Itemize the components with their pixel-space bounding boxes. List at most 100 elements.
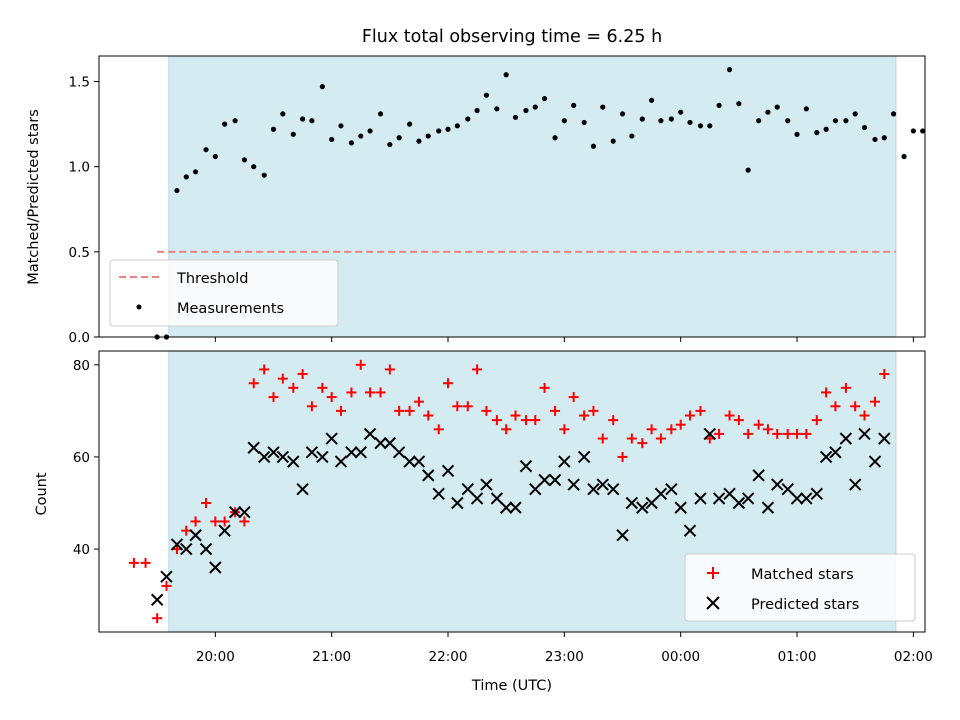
matched-star-point (375, 387, 386, 398)
matched-star-point (326, 392, 337, 403)
top-y-ticks: 0.0 0.5 1.0 1.5 (69, 75, 99, 346)
predicted-star-point (461, 482, 474, 496)
chart-title: Flux total observing time = 6.25 h (362, 27, 662, 47)
predicted-star-point (209, 561, 222, 574)
predicted-star-point (276, 450, 290, 464)
matched-star-point (335, 405, 346, 416)
predicted-star-point (781, 482, 794, 496)
predicted-star-point (819, 450, 833, 464)
measurement-point (270, 126, 277, 132)
measurement-point (707, 123, 713, 129)
measurement-point (920, 128, 926, 134)
top-x-ticks (214, 337, 914, 342)
predicted-star-point (694, 492, 707, 505)
measurement-point (581, 119, 587, 126)
bottom-y-ticks: 40 60 80 (73, 358, 99, 558)
matched-star-point (413, 396, 424, 407)
matched-star-point (559, 424, 570, 435)
predicted-star-point (790, 492, 804, 505)
measurement-point (803, 106, 809, 112)
predicted-star-point (412, 455, 426, 468)
matched-star-point (161, 580, 172, 591)
measurement-point (416, 138, 422, 144)
matched-star-point (268, 392, 279, 403)
matched-star-point (248, 378, 259, 389)
matched-star-point (724, 410, 735, 421)
predicted-star-point (316, 450, 329, 464)
predicted-star-point (839, 432, 853, 445)
matched-star-point (772, 428, 783, 439)
matched-star-point (317, 382, 328, 393)
measurement-point (222, 121, 228, 127)
matched-star-point (859, 410, 870, 421)
predicted-star-point (267, 446, 280, 459)
matched-star-point (481, 405, 492, 416)
top-y-axis-label: Matched/Predicted stars (26, 109, 42, 285)
predicted-legend-swatch (706, 596, 720, 610)
top-legend-box (109, 259, 339, 327)
measurement-point (474, 107, 480, 114)
predicted-star-point (354, 446, 367, 459)
measurement-point (387, 141, 393, 148)
measurement-point (852, 111, 858, 117)
predicted-star-point (645, 496, 658, 510)
predicted-star-point (374, 436, 387, 450)
predicted-star-point (848, 478, 862, 491)
top-panel: 0.0 0.5 1.0 1.5 Matched/Predicted stars Thr… (26, 55, 926, 346)
x-tick-label: 22:00 (429, 649, 468, 665)
x-tick-label: 20:00 (196, 649, 235, 665)
measurement-point (756, 118, 762, 124)
matched-star-point (219, 516, 230, 527)
measurement-point (309, 118, 315, 124)
bottom-legend-box (684, 553, 916, 622)
measurement-point (232, 118, 238, 124)
matched-star-point (637, 438, 648, 449)
matched-star-point (655, 433, 666, 444)
matched-star-point (617, 451, 628, 462)
predicted-star-point (422, 469, 435, 482)
predicted-star-point (567, 478, 580, 491)
measurement-point (552, 135, 558, 141)
predicted-star-point (654, 487, 668, 501)
predicted-star-point (199, 542, 213, 556)
matched-star-point (239, 516, 250, 527)
bottom-axes-frame (98, 350, 926, 633)
measurement-point (697, 123, 704, 129)
measurement-point (299, 116, 306, 122)
matched-star-point (695, 405, 706, 416)
measurement-point (532, 104, 538, 110)
predicted-star-point (228, 506, 242, 519)
measurement-point (765, 109, 771, 115)
measurements-legend-label: Measurements (177, 301, 284, 317)
predicted-star-point (829, 446, 842, 459)
measurement-point (523, 107, 529, 114)
matched-star-point (597, 433, 608, 444)
predicted-star-point (577, 450, 591, 464)
measurement-point (358, 133, 364, 139)
matched-star-point (520, 415, 531, 426)
predicted-star-point (257, 450, 271, 464)
matched-star-point (762, 424, 773, 435)
predicted-star-point (345, 446, 358, 459)
matched-star-point (530, 415, 541, 426)
matched-star-point (384, 364, 395, 375)
matched-star-point (733, 415, 744, 426)
measurements-legend-swatch (136, 304, 142, 310)
predicted-star-point (674, 501, 687, 514)
predicted-stars-points (150, 427, 891, 606)
measurement-point (319, 84, 325, 90)
x-tick-label: 00:00 (661, 649, 700, 665)
top-y-tick-label: 1.0 (69, 160, 90, 176)
predicted-star-point (810, 487, 824, 501)
predicted-star-point (451, 496, 464, 510)
predicted-star-point (305, 446, 319, 459)
measurement-point (814, 130, 820, 136)
bottom-y-tick-label: 40 (73, 542, 90, 558)
measurement-point (843, 118, 849, 124)
matched-star-point (210, 516, 221, 527)
measurement-point (785, 118, 791, 124)
matched-star-point (394, 405, 405, 416)
matched-star-point (452, 401, 463, 412)
measurement-point (823, 126, 829, 132)
matched-star-point (140, 557, 151, 568)
